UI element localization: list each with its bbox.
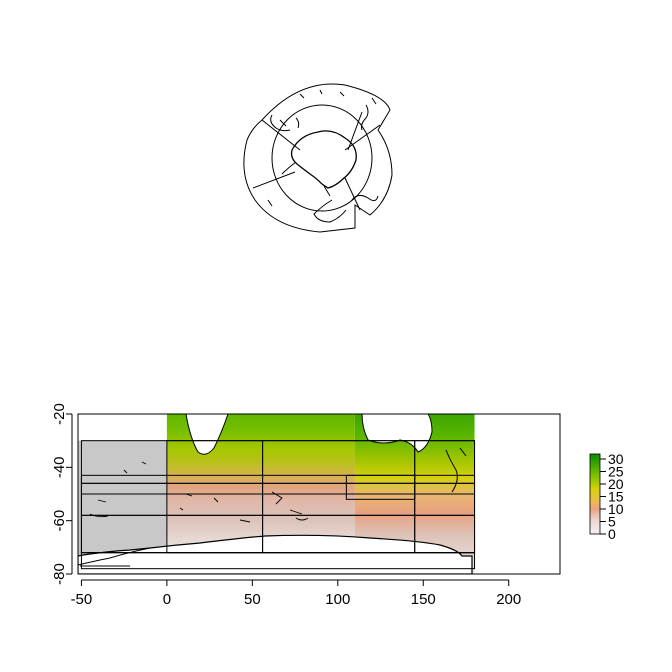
south-america-coast [270,114,300,132]
africa-coast [361,97,377,131]
colorbar-tick-label: 30 [608,451,624,467]
australia-coast [313,194,379,223]
colorbar-ramp [589,453,601,535]
colorbar-tick-label: 0 [608,526,616,542]
polar-outer-boundary [243,83,393,233]
y-tick-label: -80 [51,563,68,585]
island-outlines [89,461,309,523]
x-tick-label: 0 [163,591,171,608]
antarctic-shelf-outline [78,547,151,567]
x-tick-label: -50 [71,591,93,608]
region-box [80,552,476,570]
x-tick-label: 150 [411,591,436,608]
x-tick-label: 200 [496,591,521,608]
x-tick-label: 100 [325,591,350,608]
polar-graticule-circle [271,104,373,212]
y-axis: -80 -60 -40 -20 [51,403,73,585]
plot-frame [77,413,561,575]
polar-sector-lines [252,111,381,211]
y-tick-label: -60 [51,510,68,532]
x-tick-label: 50 [244,591,261,608]
antarctica-coastline [290,130,357,189]
colorbar-tick-label: 25 [608,464,624,480]
new-zealand-coast [267,89,345,207]
y-tick-label: -20 [51,403,68,425]
y-tick-label: -40 [51,456,68,478]
colorbar-tick-label: 5 [608,514,616,530]
x-axis: -50 0 50 100 150 200 [71,579,521,608]
africa-landmass [185,414,229,455]
colorbar-tick-label: 20 [608,476,624,492]
colorbar-tick-label: 15 [608,489,624,505]
antarctic-peninsula [281,161,331,197]
new-zealand-landmass [445,447,467,493]
colorbar-tick-label: 10 [608,501,624,517]
antarctica-landmass [78,534,473,574]
